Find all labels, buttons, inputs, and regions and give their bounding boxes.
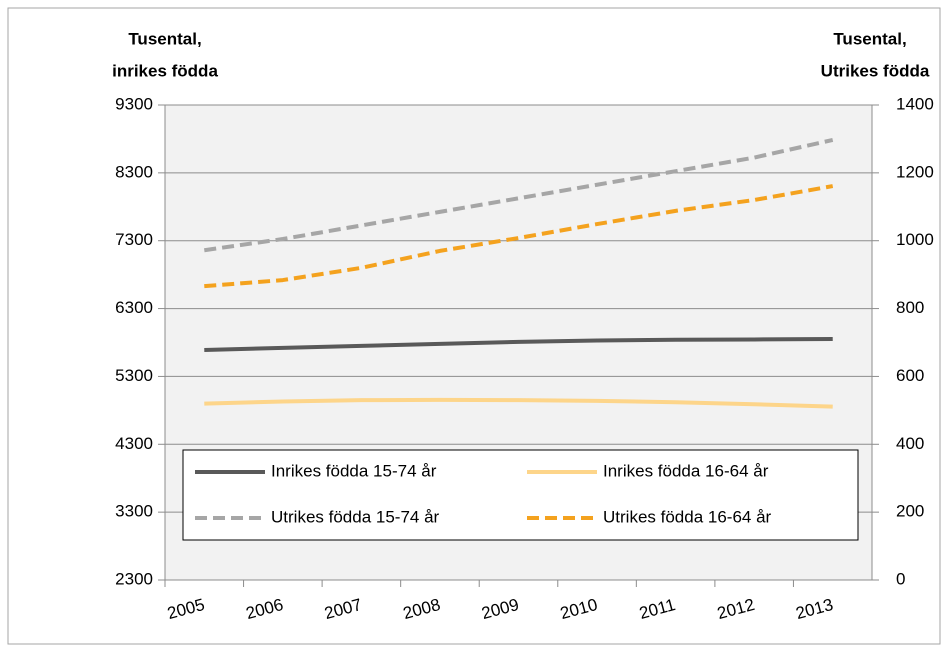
y2-tick-label: 800: [896, 298, 924, 317]
series-line: [204, 184, 834, 289]
y2-tick-label: 0: [896, 569, 905, 588]
y2-tick-label: 600: [896, 366, 924, 385]
y2-label-line: Tusental,: [833, 29, 906, 48]
y2-tick-label: 1000: [896, 230, 934, 249]
y-tick-label: 6300: [115, 298, 153, 317]
y-label-line: Tusental,: [128, 29, 201, 48]
y-tick-label: 4300: [115, 434, 153, 453]
y-label-line: inrikes födda: [112, 61, 218, 80]
legend-label: Utrikes födda 15-74 år: [271, 507, 440, 526]
series-line: [204, 336, 833, 352]
y-tick-label: 9300: [115, 94, 153, 113]
legend-label: Inrikes födda 15-74 år: [271, 461, 437, 480]
y2-tick-label: 1200: [896, 162, 934, 181]
y2-tick-label: 400: [896, 434, 924, 453]
y-tick-label: 7300: [115, 230, 153, 249]
y2-label-line: Utrikes födda: [821, 61, 930, 80]
y-tick-label: 3300: [115, 502, 153, 521]
y-tick-label: 2300: [115, 569, 153, 588]
y2-tick-label: 1400: [896, 94, 934, 113]
y-tick-label: 5300: [115, 366, 153, 385]
legend-label: Utrikes födda 16-64 år: [603, 507, 772, 526]
series-line: [203, 137, 834, 253]
y-tick-label: 8300: [115, 162, 153, 181]
legend-label: Inrikes födda 16-64 år: [603, 461, 769, 480]
legend-box: [182, 449, 859, 541]
series-line: [204, 397, 833, 409]
y2-tick-label: 200: [896, 502, 924, 521]
